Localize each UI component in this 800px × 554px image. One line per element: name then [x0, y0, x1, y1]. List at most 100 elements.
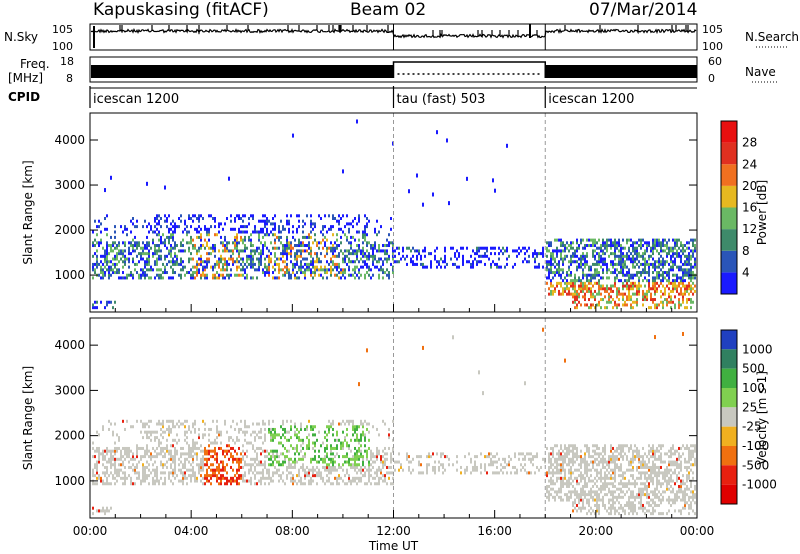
- heatmap-cell: [602, 257, 604, 261]
- heatmap-cell: [646, 249, 648, 253]
- heatmap-cell: [174, 262, 176, 266]
- heatmap-cell: [118, 468, 120, 472]
- heatmap-cell: [374, 476, 376, 480]
- heatmap-cell: [356, 230, 358, 234]
- heatmap-cell: [628, 498, 630, 502]
- heatmap-cell: [594, 498, 596, 502]
- heatmap-cell: [662, 284, 664, 288]
- heatmap-cell: [296, 460, 298, 464]
- heatmap-cell: [198, 230, 200, 234]
- heatmap-cell: [296, 249, 298, 253]
- heatmap-cell: [272, 227, 274, 231]
- heatmap-cell: [104, 188, 106, 193]
- heatmap-cell: [290, 241, 292, 245]
- heatmap-cell: [284, 455, 286, 459]
- heatmap-cell: [110, 452, 112, 456]
- heatmap-cell: [626, 455, 628, 459]
- heatmap-cell: [254, 252, 256, 256]
- heatmap-cell: [604, 262, 606, 266]
- heatmap-cell: [638, 457, 640, 461]
- heatmap-cell: [426, 468, 428, 472]
- heatmap-cell: [560, 252, 562, 256]
- heatmap-cell: [582, 498, 584, 502]
- heatmap-cell: [198, 436, 200, 440]
- heatmap-cell: [632, 241, 634, 245]
- heatmap-cell: [582, 487, 584, 491]
- heatmap-cell: [628, 284, 630, 288]
- heatmap-cell: [122, 471, 124, 475]
- heatmap-cell: [594, 262, 596, 266]
- heatmap-cell: [176, 422, 178, 426]
- heatmap-cell: [654, 287, 656, 291]
- heatmap-cell: [270, 430, 272, 434]
- heatmap-cell: [648, 449, 650, 453]
- heatmap-cell: [638, 279, 640, 283]
- heatmap-cell: [222, 474, 224, 478]
- heatmap-cell: [684, 292, 686, 296]
- heatmap-cell: [516, 249, 518, 253]
- heatmap-cell: [348, 222, 350, 226]
- heatmap-cell: [156, 257, 158, 261]
- heatmap-cell: [108, 252, 110, 256]
- heatmap-cell: [520, 452, 522, 456]
- heatmap-cell: [98, 446, 100, 450]
- heatmap-cell: [184, 273, 186, 277]
- heatmap-cell: [370, 482, 372, 486]
- heatmap-cell: [298, 468, 300, 472]
- heatmap-cell: [98, 219, 100, 223]
- heatmap-cell: [552, 446, 554, 450]
- heatmap-cell: [558, 449, 560, 453]
- heatmap-cell: [270, 252, 272, 256]
- heatmap-cell: [170, 227, 172, 231]
- heatmap-cell: [686, 271, 688, 275]
- heatmap-cell: [174, 457, 176, 461]
- heatmap-cell: [550, 493, 552, 497]
- heatmap-cell: [148, 241, 150, 245]
- heatmap-cell: [546, 281, 548, 285]
- heatmap-cell: [382, 463, 384, 467]
- heatmap-cell: [552, 276, 554, 280]
- heatmap-cell: [546, 249, 548, 253]
- heatmap-cell: [674, 279, 676, 283]
- heatmap-cell: [174, 465, 176, 469]
- heatmap-cell: [616, 287, 618, 291]
- heatmap-cell: [224, 249, 226, 253]
- heatmap-cell: [312, 271, 314, 275]
- heatmap-cell: [486, 471, 488, 475]
- heatmap-cell: [324, 214, 326, 218]
- heatmap-cell: [158, 246, 160, 250]
- heatmap-cell: [116, 474, 118, 478]
- heatmap-cell: [142, 249, 144, 253]
- heatmap-cell: [252, 244, 254, 248]
- heatmap-cell: [358, 441, 360, 445]
- heatmap-cell: [668, 268, 670, 272]
- heatmap-cell: [346, 433, 348, 437]
- heatmap-cell: [100, 509, 102, 513]
- heatmap-cell: [634, 479, 636, 483]
- heatmap-cell: [684, 273, 686, 277]
- nave-label: Nave: [745, 65, 776, 79]
- heatmap-cell: [270, 222, 272, 226]
- heatmap-cell: [236, 468, 238, 472]
- heatmap-cell: [454, 254, 456, 258]
- heatmap-cell: [560, 490, 562, 494]
- heatmap-cell: [394, 254, 396, 258]
- heatmap-cell: [342, 271, 344, 275]
- heatmap-cell: [670, 298, 672, 302]
- heatmap-cell: [364, 260, 366, 264]
- heatmap-cell: [356, 119, 358, 124]
- heatmap-cell: [292, 265, 294, 269]
- heatmap-cell: [174, 244, 176, 248]
- heatmap-cell: [584, 482, 586, 486]
- heatmap-cell: [190, 217, 192, 221]
- heatmap-cell: [214, 233, 216, 237]
- heatmap-cell: [542, 249, 544, 253]
- heatmap-cell: [104, 457, 106, 461]
- heatmap-cell: [364, 433, 366, 437]
- heatmap-cell: [216, 425, 218, 429]
- heatmap-cell: [640, 273, 642, 277]
- heatmap-cell: [216, 262, 218, 266]
- heatmap-cell: [134, 262, 136, 266]
- heatmap-cell: [534, 265, 536, 269]
- heatmap-cell: [238, 463, 240, 467]
